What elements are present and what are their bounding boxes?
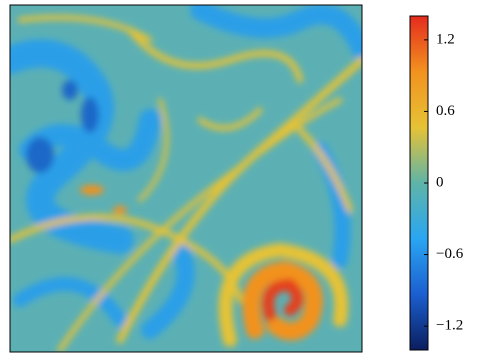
colorbar-tick-label: −1.2 bbox=[436, 318, 463, 334]
field bbox=[10, 5, 362, 352]
colorbar-tick-label: −0.6 bbox=[436, 246, 464, 262]
colorbar-tick-label: 0 bbox=[436, 174, 444, 190]
colorbar-tick-label: 0.6 bbox=[436, 103, 455, 119]
plot-frame bbox=[9, 4, 363, 353]
colorbar-tick-label: 1.2 bbox=[436, 31, 455, 47]
